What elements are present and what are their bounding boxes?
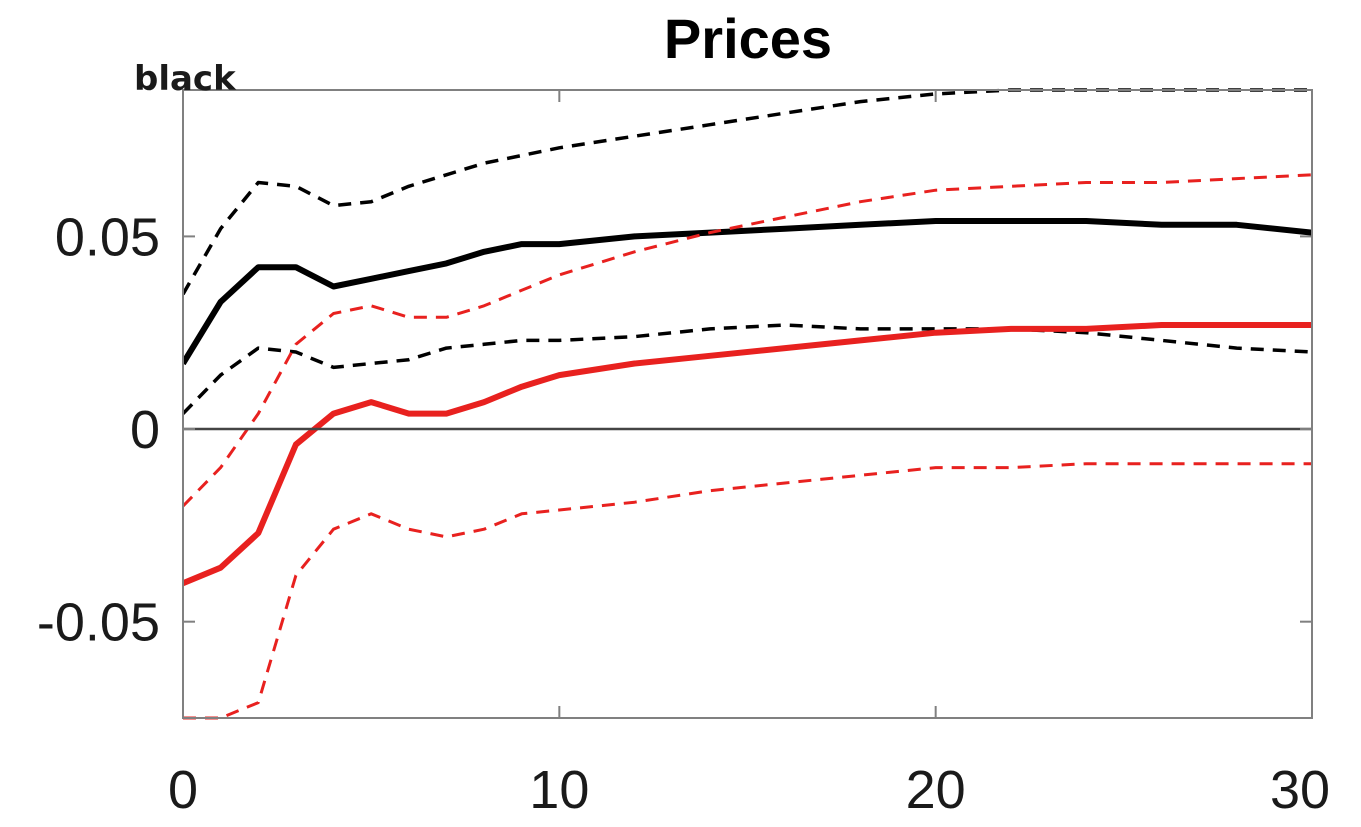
- series-line-red-dashed-5: [183, 462, 1312, 720]
- series-line-black-dashed-1: [183, 88, 1312, 296]
- x-tick-label: 30: [1270, 760, 1330, 820]
- series-line-red-solid-3: [183, 322, 1312, 586]
- x-tick-label: 20: [906, 760, 966, 820]
- x-tick-label: 10: [529, 760, 589, 820]
- series-group: [183, 88, 1312, 720]
- y-tick-label: 0: [130, 400, 160, 460]
- y-tick-label: -0.05: [37, 593, 160, 653]
- y-tick-label: 0.05: [55, 207, 160, 267]
- x-tick-label: 0: [168, 760, 198, 820]
- chart-title: Prices: [664, 7, 832, 70]
- series-line-black-dashed-2: [183, 323, 1312, 415]
- series-line-black-solid-0: [183, 218, 1312, 366]
- tick-labels-group: 0 10 20 30 -0.05 0 0.05: [37, 207, 1330, 820]
- ticks-group: [182, 90, 1313, 718]
- series-line-red-dashed-4: [183, 173, 1312, 508]
- annotation-label: black: [134, 59, 237, 99]
- plot-frame: [182, 89, 1313, 719]
